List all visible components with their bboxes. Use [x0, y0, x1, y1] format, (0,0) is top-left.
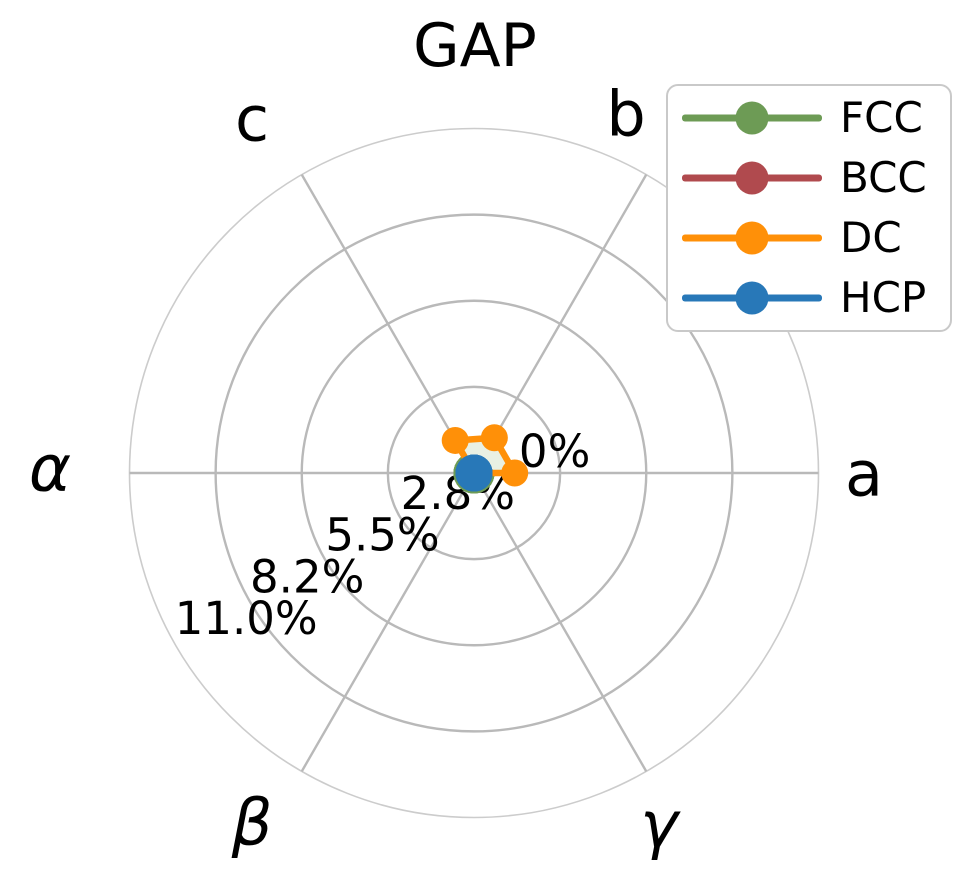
legend-item-fcc: FCC	[674, 88, 944, 148]
radial-tick-label: 5.5%	[325, 509, 439, 562]
series-dc-marker	[441, 426, 469, 454]
axis-label-a: a	[845, 437, 883, 511]
angular-spoke	[472, 174, 648, 474]
series-hcp-marker	[455, 454, 493, 492]
legend-item-dc: DC	[674, 208, 944, 268]
legend-marker-icon	[682, 161, 822, 195]
legend: FCC BCC DC HCP	[666, 84, 952, 332]
legend-label: DC	[840, 213, 902, 262]
series-dc-marker	[501, 459, 529, 487]
legend-label: FCC	[840, 93, 923, 142]
legend-marker-icon	[682, 101, 822, 135]
legend-marker-icon	[682, 281, 822, 315]
axis-label-α: α	[28, 432, 72, 507]
axis-label-b: b	[606, 77, 646, 151]
axis-label-β: β	[231, 786, 273, 861]
angular-spoke	[300, 472, 476, 772]
axis-label-c: c	[234, 82, 270, 156]
angular-spoke	[472, 472, 648, 772]
legend-label: HCP	[840, 273, 927, 322]
legend-marker-icon	[682, 221, 822, 255]
chart-title: GAP	[413, 11, 537, 81]
angular-spoke	[300, 174, 476, 474]
series-dc-marker	[480, 424, 508, 452]
legend-item-hcp: HCP	[674, 268, 944, 328]
radial-tick-label: 8.2%	[250, 550, 364, 603]
radial-tick-label: 11.0%	[175, 592, 318, 645]
legend-label: BCC	[840, 153, 927, 202]
legend-item-bcc: BCC	[674, 148, 944, 208]
axis-label-γ: γ	[640, 788, 678, 863]
